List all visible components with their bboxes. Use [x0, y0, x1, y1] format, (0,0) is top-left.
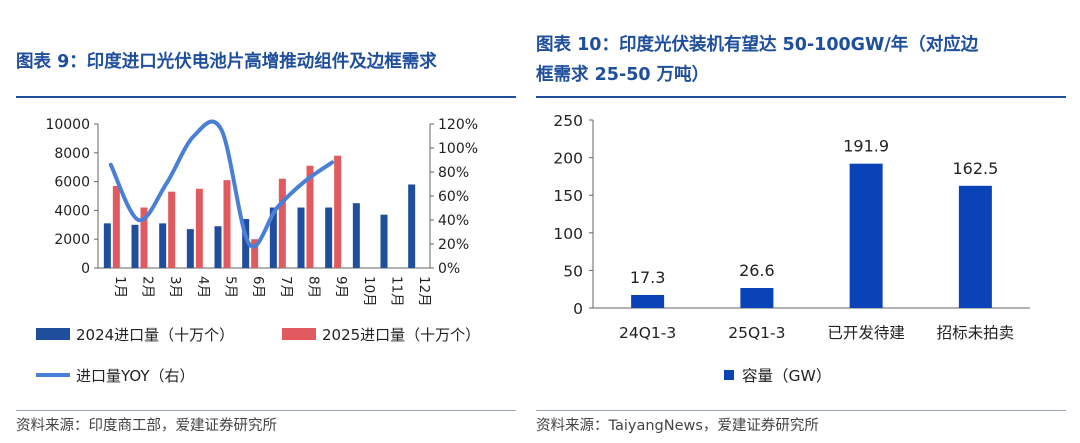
- bar-2025: [140, 207, 148, 268]
- bar-2025: [306, 165, 314, 268]
- chart-title-line: 图表 10：印度光伏装机有望达 50-100GW/年（对应边: [536, 35, 979, 55]
- y-tick-label-left: 10000: [45, 117, 90, 133]
- x-tick-label: 3月: [167, 276, 183, 298]
- legend-label: 容量（GW）: [742, 367, 831, 385]
- y-tick-label-left: 8000: [54, 146, 90, 162]
- x-tick-label: 25Q1-3: [728, 324, 785, 342]
- data-label: 17.3: [630, 268, 666, 287]
- capacity-chart: 0 50 100 150 200 250 24Q1-3 25Q1-3 已开发待建 招标未拍卖 17.…: [553, 112, 1030, 385]
- legend-swatch-2024: [36, 328, 70, 340]
- x-tick-label: 12月: [416, 276, 432, 307]
- y-tick-label-left: 2000: [54, 232, 90, 248]
- bar-2025: [223, 180, 231, 268]
- yoy-line: [108, 119, 335, 249]
- bar-2024: [214, 226, 222, 268]
- bar-2024: [269, 207, 277, 268]
- source-note: 资料来源：印度商工部，爱建证券研究所: [16, 418, 277, 434]
- x-tick-label: 24Q1-3: [619, 324, 676, 342]
- y-tick-label: 100: [553, 225, 583, 243]
- title-divider: [536, 96, 1066, 98]
- y-tick-label-right: 100%: [438, 141, 478, 157]
- capacity-bar: [740, 287, 774, 308]
- x-tick-label: 已开发待建: [827, 324, 905, 342]
- y-tick-label-right: 60%: [438, 189, 469, 205]
- chart-panel-right: 图表 10：印度光伏装机有望达 50-100GW/年（对应边 框需求 25-50…: [530, 0, 1080, 443]
- x-tick-label: 招标未拍卖: [937, 324, 1015, 342]
- bar-2024: [103, 223, 111, 268]
- bar-2025: [168, 191, 176, 268]
- y-tick-label-left: 6000: [54, 175, 90, 191]
- capacity-bar: [958, 185, 992, 308]
- chart-title-line: 框需求 25-50 万吨）: [536, 65, 710, 85]
- y-tick-label-right: 20%: [438, 237, 469, 253]
- capacity-bar: [849, 163, 883, 308]
- bar-2025: [112, 185, 120, 268]
- legend-label-2024: 2024进口量（十万个）: [76, 326, 234, 344]
- chart-title: 图表 9：印度进口光伏电池片高增推动组件及边框需求: [16, 52, 437, 72]
- bar-2025: [278, 178, 286, 268]
- y-tick-label: 250: [553, 112, 583, 130]
- bar-2024: [408, 184, 416, 268]
- bar-2024: [325, 207, 333, 268]
- bar-2025: [334, 155, 342, 268]
- bar-2024: [352, 203, 360, 268]
- x-tick-label: 10月: [361, 276, 377, 307]
- legend-swatch: [724, 370, 734, 380]
- data-label: 162.5: [952, 159, 998, 178]
- x-tick-label: 7月: [278, 276, 294, 298]
- legend-swatch-2025: [282, 328, 316, 340]
- x-tick-label: 9月: [333, 276, 349, 298]
- source-divider: [16, 410, 516, 411]
- x-tick-label: 1月: [112, 276, 128, 298]
- import-volume-chart: 0 2000 4000 6000 8000 10000 0% 20% 40% 60% 80% 100%…: [36, 117, 480, 385]
- x-tick-label: 6月: [250, 276, 266, 298]
- y-tick-label-right: 40%: [438, 213, 469, 229]
- chart-panel-left: 图表 9：印度进口光伏电池片高增推动组件及边框需求 0 2000 4000 6000 8…: [0, 0, 520, 443]
- data-label: 191.9: [843, 137, 889, 156]
- x-tick-label: 2月: [140, 276, 156, 298]
- y-tick-label-right: 0%: [438, 261, 460, 277]
- legend-label-yoy: 进口量YOY（右）: [76, 367, 195, 385]
- y-tick-label: 0: [573, 300, 583, 318]
- bar-2025: [195, 188, 203, 268]
- y-tick-label: 200: [553, 150, 583, 168]
- bar-2024: [380, 214, 388, 268]
- y-tick-label-right: 120%: [438, 117, 478, 133]
- source-note: 资料来源：TaiyangNews，爱建证券研究所: [536, 418, 819, 434]
- x-tick-label: 11月: [389, 276, 405, 307]
- y-tick-label-left: 0: [81, 261, 90, 277]
- source-divider: [536, 410, 1066, 411]
- bar-2025: [251, 239, 259, 268]
- y-tick-label-left: 4000: [54, 203, 90, 219]
- x-tick-label: 5月: [223, 276, 239, 298]
- x-tick-label: 8月: [306, 276, 322, 298]
- bar-2024: [131, 224, 139, 268]
- bar-2024: [159, 223, 167, 268]
- bar-2024: [186, 229, 194, 268]
- x-tick-label: 4月: [195, 276, 211, 298]
- data-label: 26.6: [739, 261, 775, 280]
- bar-2024: [297, 207, 305, 268]
- y-tick-label: 150: [553, 187, 583, 205]
- bar-2024: [242, 219, 250, 268]
- y-tick-label-right: 80%: [438, 165, 469, 181]
- y-tick-label: 50: [563, 262, 583, 280]
- legend-label-2025: 2025进口量（十万个）: [322, 326, 480, 344]
- capacity-bar: [631, 294, 665, 308]
- title-divider: [16, 96, 516, 98]
- chart-title: 图表 10：印度光伏装机有望达 50-100GW/年（对应边 框需求 25-50…: [536, 30, 1066, 90]
